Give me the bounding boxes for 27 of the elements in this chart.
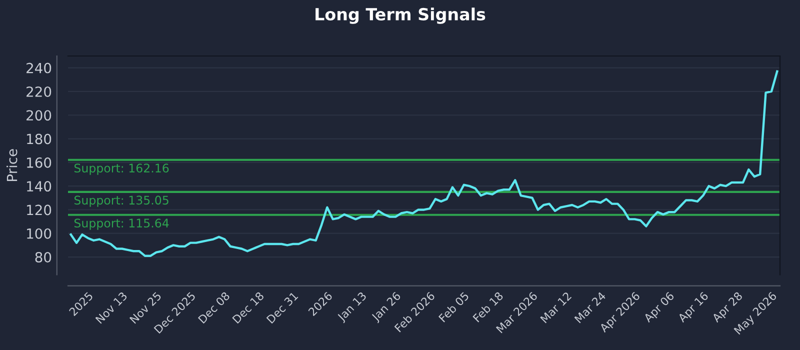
x-tick-label: Apr 16 bbox=[677, 291, 710, 324]
ref-line-label: Support: 162.16 bbox=[74, 164, 169, 175]
x-tick-label: Apr 06 bbox=[643, 291, 676, 324]
y-tick-label: 240 bbox=[26, 62, 52, 74]
x-tick-label: Jan 13 bbox=[336, 291, 368, 324]
y-tick-label: 80 bbox=[35, 252, 52, 262]
y-tick-label: 160 bbox=[27, 157, 52, 168]
x-tick-label: Nov 13 bbox=[95, 291, 128, 324]
x-tick-label: Mar 24 bbox=[574, 291, 606, 324]
y-tick-label: 200 bbox=[26, 110, 52, 121]
ref-line-label: Support: 135.05 bbox=[74, 196, 168, 207]
x-tick-label: Dec 08 bbox=[198, 291, 230, 324]
ref-line-label: Support: 115.64 bbox=[74, 218, 169, 230]
chart-title: Long Term Signals bbox=[316, 8, 486, 24]
y-tick-label: 120 bbox=[27, 204, 52, 216]
x-tick-label: Dec 31 bbox=[266, 292, 298, 324]
x-tick-label: Dec 18 bbox=[232, 291, 264, 324]
x-tick-label: Feb 18 bbox=[472, 291, 504, 322]
line-series bbox=[70, 70, 778, 257]
y-tick-label: 220 bbox=[26, 86, 52, 97]
y-tick-label: 180 bbox=[27, 134, 52, 144]
x-tick-label: Jan 26 bbox=[370, 291, 403, 324]
y-tick-label: 140 bbox=[27, 181, 52, 192]
x-tick-label: Feb 05 bbox=[438, 291, 470, 322]
y-axis-title: Price bbox=[6, 149, 18, 181]
x-tick-label: Mar 12 bbox=[540, 292, 572, 324]
y-tick-label: 100 bbox=[27, 228, 52, 239]
